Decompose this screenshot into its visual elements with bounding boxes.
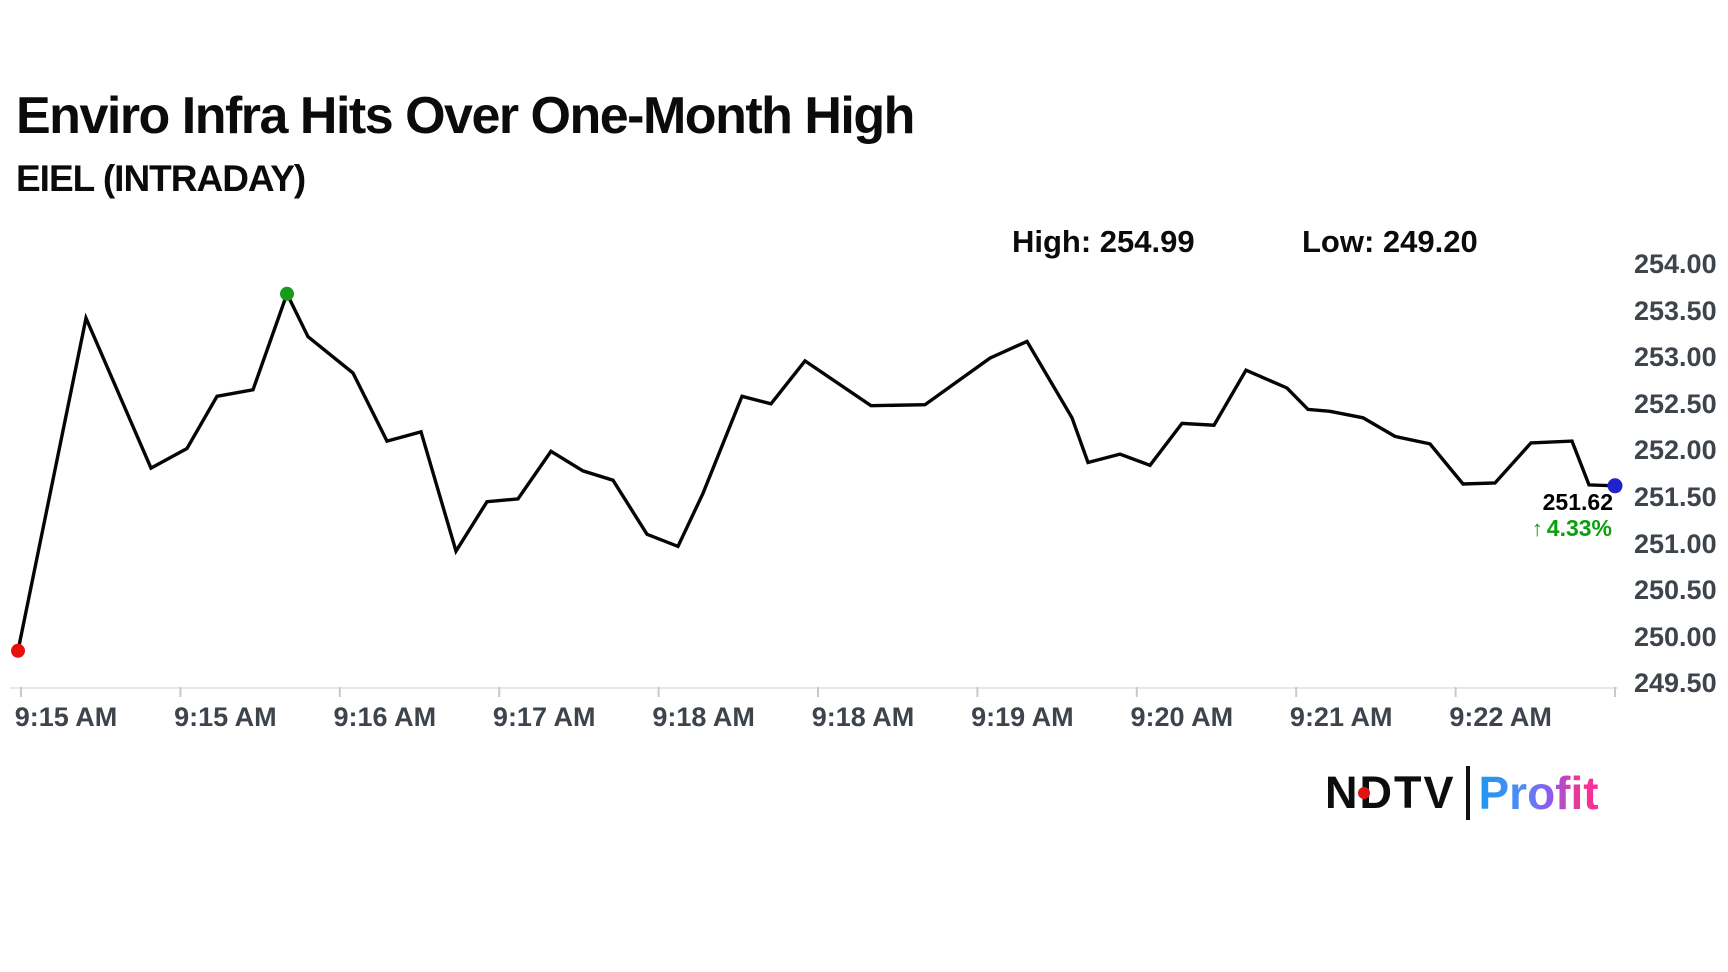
session-low-label: Low: 249.20 bbox=[1302, 224, 1478, 259]
x-axis-tick-label: 9:15 AM bbox=[174, 702, 277, 732]
x-axis-tick-label: 9:22 AM bbox=[1449, 702, 1552, 732]
session-high-label: High: 254.99 bbox=[1012, 224, 1195, 259]
page-title: Enviro Infra Hits Over One-Month High bbox=[16, 87, 915, 145]
y-axis-tick-label: 254.00 bbox=[1634, 249, 1717, 279]
x-axis-tick-label: 9:17 AM bbox=[492, 702, 596, 732]
x-axis-tick-label: 9:20 AM bbox=[1130, 702, 1234, 732]
y-axis-tick-label: 252.00 bbox=[1634, 435, 1717, 466]
x-axis-tick-label: 9:18 AM bbox=[811, 702, 915, 732]
last-marker-dot bbox=[1607, 478, 1623, 494]
y-axis-tick-label: 251.00 bbox=[1634, 528, 1717, 559]
y-axis-tick-label: 253.00 bbox=[1634, 342, 1717, 373]
last-price-label: 251.62 bbox=[1542, 489, 1613, 515]
x-axis-tick-label: 9:21 AM bbox=[1289, 702, 1393, 732]
y-axis-tick-label: 249.50 bbox=[1634, 668, 1717, 699]
y-axis-tick-label: 253.50 bbox=[1634, 295, 1717, 326]
ndtv-text: NDTV bbox=[1325, 767, 1456, 818]
up-arrow-icon: ↑ bbox=[1531, 516, 1543, 541]
y-axis-tick-label: 252.50 bbox=[1634, 388, 1717, 419]
start-marker-dot bbox=[11, 643, 25, 658]
ndtv-profit-logo: NDTV Profit bbox=[1325, 763, 1599, 823]
x-axis-tick-label: 9:16 AM bbox=[333, 702, 437, 732]
y-axis-tick-label: 250.50 bbox=[1634, 575, 1717, 606]
y-axis-tick-label: 251.50 bbox=[1634, 482, 1717, 512]
profit-wordmark: Profit bbox=[1478, 767, 1599, 819]
last-change-label: ↑ 4.33% bbox=[1532, 517, 1612, 540]
high-marker-dot bbox=[280, 286, 294, 301]
ndtv-red-dot-icon bbox=[1358, 787, 1370, 799]
logo-separator bbox=[1465, 766, 1470, 820]
price-line bbox=[16, 289, 1617, 653]
change-percent-text: 4.33% bbox=[1546, 515, 1612, 541]
symbol-subtitle: EIEL (INTRADAY) bbox=[16, 158, 306, 199]
x-axis-tick-label: 9:18 AM bbox=[652, 702, 755, 732]
x-axis-tick-label: 9:19 AM bbox=[971, 702, 1074, 732]
x-axis-tick-label: 9:15 AM bbox=[14, 702, 118, 732]
y-axis-tick-label: 250.00 bbox=[1634, 621, 1717, 652]
ndtv-wordmark: NDTV bbox=[1325, 767, 1456, 819]
